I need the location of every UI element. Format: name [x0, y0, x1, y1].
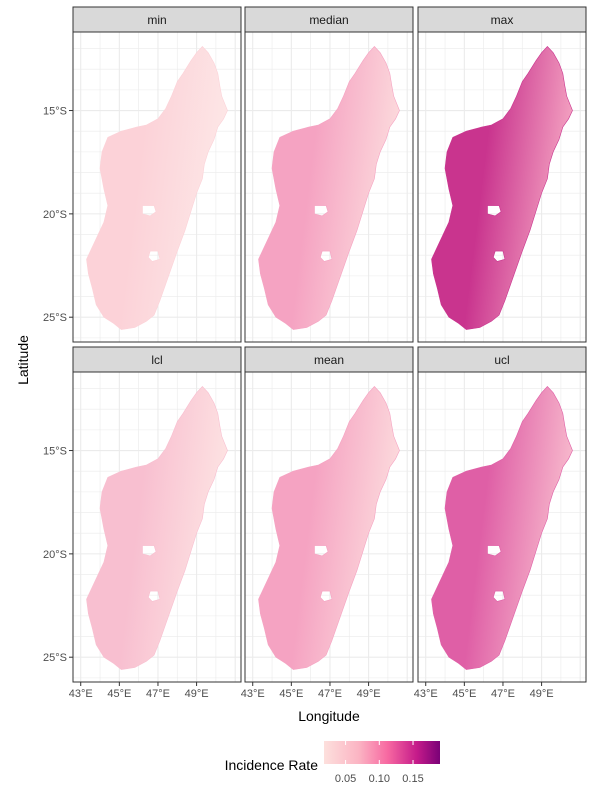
panel-max: max: [417, 6, 587, 343]
legend-title: Incidence Rate: [225, 757, 319, 773]
x-tick-label: 49°E: [357, 688, 381, 700]
x-tick-label: 47°E: [318, 688, 342, 700]
strip-label: max: [491, 13, 514, 27]
panel-ucl: ucl: [417, 346, 587, 683]
panel-border: [417, 371, 587, 683]
strip-header: [417, 6, 587, 33]
panel-min: min: [72, 6, 242, 343]
x-tick-label: 47°E: [146, 688, 170, 700]
panel-border: [244, 31, 414, 343]
madagascar-raster: [258, 386, 400, 670]
y-tick-label: 25°S: [43, 312, 67, 324]
x-axis: 43°E 45°E 47°E 49°E 43°E 45°E 47°E 49°E 43°E 45°E…: [69, 682, 554, 700]
madagascar-raster: [86, 386, 228, 670]
strip-label: ucl: [494, 353, 509, 367]
x-tick-label: 49°E: [530, 688, 554, 700]
plot-area: [417, 31, 587, 343]
y-tick-label: 25°S: [43, 652, 67, 664]
panel-border: [72, 371, 242, 683]
plot-area: [417, 371, 587, 683]
legend-tick-label: 0.05: [335, 773, 356, 785]
x-tick-label: 45°E: [107, 688, 131, 700]
legend-colorbar: [324, 741, 440, 764]
strip-header: [244, 346, 414, 373]
panel-border: [244, 371, 414, 683]
madagascar-raster: [431, 46, 573, 330]
y-tick-label: 15°S: [43, 446, 67, 458]
strip-label: lcl: [151, 353, 162, 367]
x-tick-label: 43°E: [69, 688, 93, 700]
x-tick-label: 45°E: [279, 688, 303, 700]
strip-label: median: [309, 13, 348, 27]
plot-area: [72, 371, 242, 683]
x-tick-label: 47°E: [491, 688, 515, 700]
panel-lcl: lcl: [72, 346, 242, 683]
y-tick-label: 20°S: [43, 549, 67, 561]
panel-border: [72, 31, 242, 343]
legend-ticks: 0.05 0.10 0.15: [335, 741, 424, 785]
facet-panels: min median max lcl mean ucl: [72, 6, 587, 683]
y-tick-label: 20°S: [43, 209, 67, 221]
x-tick-label: 43°E: [241, 688, 265, 700]
x-tick-label: 49°E: [185, 688, 209, 700]
legend-tick-label: 0.15: [402, 773, 423, 785]
madagascar-raster: [258, 46, 400, 330]
plot-area: [244, 31, 414, 343]
plot-area: [244, 371, 414, 683]
madagascar-raster: [86, 46, 228, 330]
x-tick-label: 45°E: [452, 688, 476, 700]
strip-header: [72, 346, 242, 373]
strip-header: [72, 6, 242, 33]
strip-label: mean: [314, 353, 344, 367]
strip-label: min: [147, 13, 166, 27]
panel-mean: mean: [244, 346, 414, 683]
x-tick-label: 43°E: [414, 688, 438, 700]
legend-tick-label: 0.10: [369, 773, 390, 785]
panel-median: median: [244, 6, 414, 343]
color-legend: Incidence Rate 0.05 0.10 0.15: [225, 741, 440, 785]
y-axis: 15°S 20°S 25°S 15°S 20°S 25°S: [43, 106, 73, 664]
x-axis-title: Longitude: [298, 708, 360, 724]
y-axis-title: Latitude: [15, 335, 31, 385]
panel-border: [417, 31, 587, 343]
plot-area: [72, 31, 242, 343]
y-tick-label: 15°S: [43, 106, 67, 118]
madagascar-raster: [431, 386, 573, 670]
